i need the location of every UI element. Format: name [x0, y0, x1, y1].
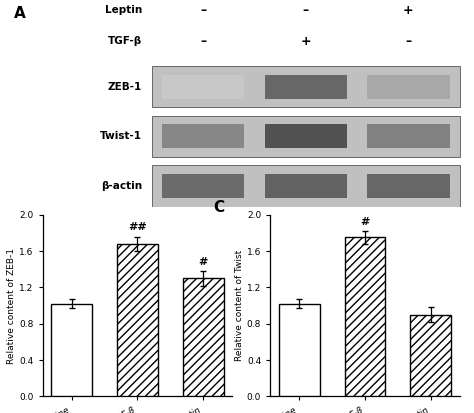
- Bar: [367, 174, 449, 198]
- Text: +: +: [403, 4, 414, 17]
- Y-axis label: Relative content of Twist: Relative content of Twist: [235, 250, 244, 361]
- Text: ZEB-1: ZEB-1: [108, 82, 142, 92]
- Text: +: +: [301, 35, 311, 48]
- Bar: [152, 116, 460, 157]
- Y-axis label: Relative content of ZEB-1: Relative content of ZEB-1: [8, 248, 17, 363]
- Text: A: A: [14, 6, 26, 21]
- Bar: [410, 315, 451, 396]
- Bar: [264, 124, 347, 148]
- Bar: [162, 174, 244, 198]
- Bar: [162, 75, 244, 99]
- Bar: [279, 304, 319, 396]
- Bar: [367, 124, 449, 148]
- Text: Twist-1: Twist-1: [100, 131, 142, 141]
- Text: #: #: [360, 216, 370, 227]
- Text: –: –: [303, 4, 309, 17]
- Bar: [264, 75, 347, 99]
- Bar: [345, 237, 385, 396]
- Bar: [367, 75, 449, 99]
- Text: β-actin: β-actin: [101, 181, 142, 191]
- Text: –: –: [200, 35, 206, 48]
- Text: #: #: [199, 256, 208, 266]
- Text: ##: ##: [128, 222, 147, 232]
- Text: –: –: [405, 35, 411, 48]
- Bar: [264, 174, 347, 198]
- Text: Leptin: Leptin: [105, 5, 142, 15]
- Bar: [162, 124, 244, 148]
- Bar: [51, 304, 92, 396]
- Bar: [152, 66, 460, 107]
- Bar: [152, 165, 460, 206]
- Bar: [183, 278, 224, 396]
- Text: TGF-β: TGF-β: [108, 36, 142, 46]
- Text: C: C: [213, 200, 224, 215]
- Bar: [117, 244, 158, 396]
- Text: –: –: [200, 4, 206, 17]
